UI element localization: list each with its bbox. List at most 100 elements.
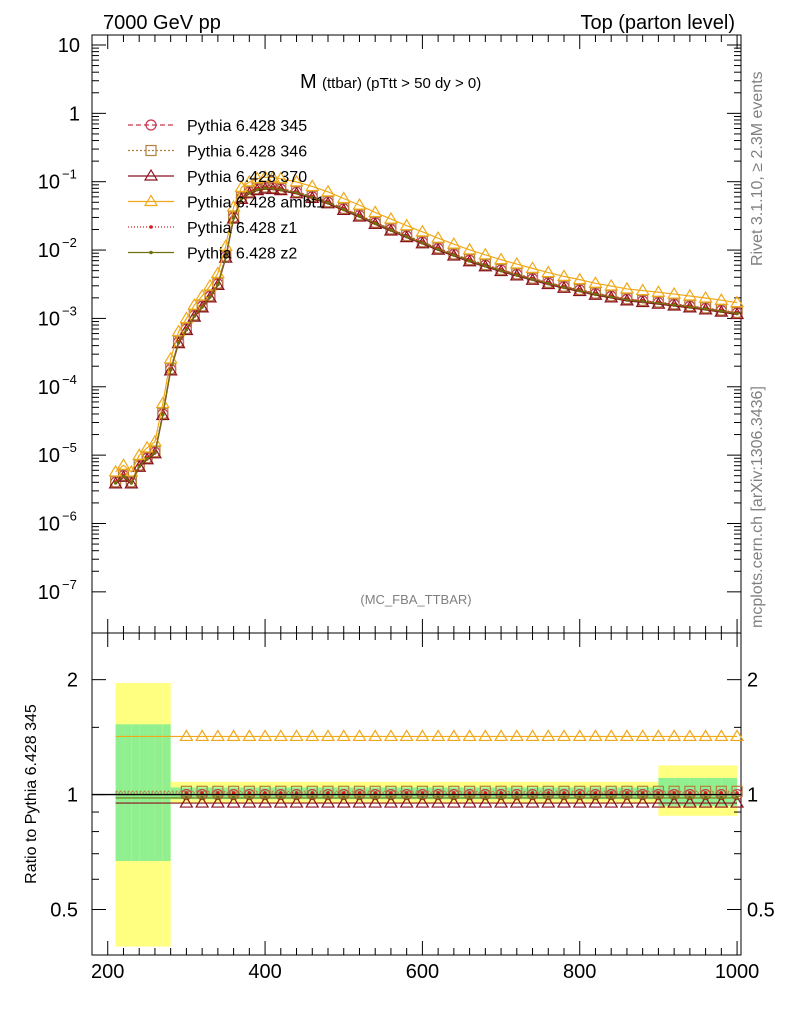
data-point [108, 464, 123, 477]
ratio-point [357, 796, 362, 800]
data-point [714, 293, 729, 305]
data-point [352, 209, 367, 222]
data-point [341, 207, 346, 212]
ratio-plot: 0.5 0.5 1 1 2 2 200 400 600 800 1000 Ratio to Pyt… [23, 632, 775, 983]
ratio-point [719, 796, 724, 800]
data-point [326, 201, 330, 205]
data-point [305, 191, 320, 203]
y-tick-label: 10 [38, 582, 60, 604]
ratio-point [279, 791, 283, 795]
ratio-point [352, 729, 367, 742]
ratio-point [462, 795, 477, 808]
data-point [258, 170, 273, 182]
ratio-point [420, 791, 425, 795]
data-point [176, 340, 181, 345]
band-inner [595, 787, 612, 800]
ratio-point [703, 796, 708, 800]
data-point [179, 323, 194, 336]
ratio-point [341, 791, 346, 795]
ratio-point [383, 729, 398, 742]
ratio-point [184, 791, 189, 795]
ratio-point [305, 795, 320, 808]
data-point [155, 396, 170, 409]
data-point [682, 288, 697, 301]
plot-title-sub: (ttbar) (pTtt > 50 dy > 0) [322, 75, 481, 92]
band-inner [422, 787, 439, 800]
legend-marker [143, 168, 159, 181]
band-inner [272, 787, 281, 800]
ratio-point [357, 791, 362, 795]
ratio-point [525, 795, 540, 808]
data-point [239, 196, 244, 201]
x-axis: 200 400 600 800 1000 [91, 633, 759, 983]
data-point [719, 309, 724, 314]
data-point [108, 476, 123, 489]
y-tick-label: 10 [38, 513, 60, 535]
series-3 [108, 170, 745, 477]
data-point [357, 214, 362, 218]
ratio-point [242, 795, 257, 808]
ratio-point [436, 791, 440, 795]
data-point [184, 327, 189, 332]
ratio-point [619, 795, 634, 808]
ratio-point [635, 795, 650, 808]
x-tick-label: 200 [91, 961, 124, 983]
ratio-point [273, 729, 288, 742]
data-point [250, 171, 265, 184]
data-point [187, 309, 202, 322]
ratio-point [625, 791, 629, 795]
legend-marker [145, 119, 157, 131]
data-point [415, 224, 430, 237]
ratio-y-axis-label: Ratio to Pythia 6.428 345 [23, 704, 40, 884]
ratio-point [368, 795, 383, 808]
ratio-point [656, 791, 661, 795]
data-point [336, 203, 351, 216]
band-inner [147, 724, 155, 861]
ratio-point [184, 796, 189, 800]
ratio-point [714, 795, 729, 808]
data-point [113, 481, 118, 485]
legend-item: Pythia 6.428 z1 [128, 220, 297, 237]
ratio-point [446, 795, 461, 808]
y-tick-label: 10 [38, 445, 60, 467]
band-inner [123, 724, 132, 861]
ratio-point [258, 729, 273, 742]
data-point [494, 252, 509, 265]
ratio-point [593, 796, 598, 800]
ratio-y-tick-label: 2 [67, 670, 78, 692]
band-inner [210, 787, 218, 800]
data-point [124, 464, 139, 477]
data-point [577, 288, 582, 293]
ratio-point [336, 729, 351, 742]
ratio-point [467, 796, 472, 800]
ratio-series-2 [115, 795, 745, 808]
ratio-point [604, 729, 619, 742]
y-tick-exponent: −7 [62, 577, 77, 592]
data-point [192, 314, 197, 318]
ratio-point [216, 796, 220, 800]
series-line [115, 176, 738, 473]
band-inner [548, 787, 564, 800]
ratio-y-tick-label-right: 2 [747, 670, 758, 692]
band-inner [296, 787, 313, 800]
data-point [124, 476, 139, 489]
data-point [546, 281, 551, 286]
ratio-point [389, 791, 393, 795]
band-inner [343, 787, 360, 800]
data-point [265, 170, 280, 183]
ratio-point [294, 796, 299, 800]
ratio-point [226, 795, 241, 808]
ratio-point [483, 796, 488, 800]
ratio-point [515, 796, 519, 800]
ratio-point [640, 791, 645, 795]
ratio-point [483, 791, 488, 795]
legend-label: Pythia 6.428 370 [187, 169, 307, 186]
ratio-point [688, 796, 692, 800]
ratio-point [509, 795, 524, 808]
data-point [609, 295, 613, 299]
ratio-point [210, 729, 225, 742]
legend-marker [149, 250, 153, 255]
data-point [656, 301, 661, 306]
